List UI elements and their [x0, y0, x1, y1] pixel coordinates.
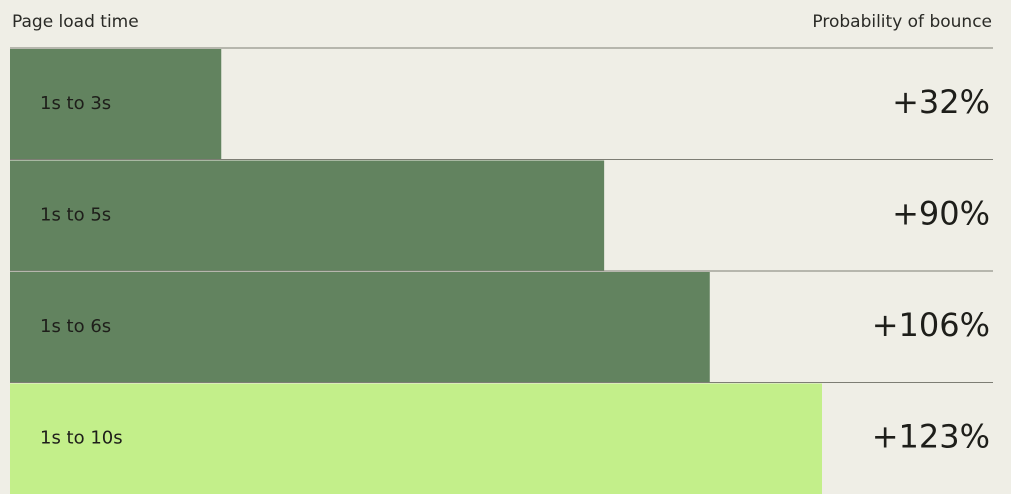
value-label: +123% [872, 417, 990, 455]
category-label: 1s to 6s [40, 316, 111, 337]
value-label: +32% [892, 83, 990, 121]
value-header: Probability of bounce [812, 12, 992, 32]
category-label: 1s to 3s [40, 93, 111, 114]
bar [10, 272, 710, 383]
bar [10, 49, 222, 160]
bar [10, 383, 822, 494]
category-label: 1s to 10s [40, 427, 123, 448]
bar [10, 160, 605, 271]
category-header: Page load time [12, 12, 139, 32]
category-label: 1s to 5s [40, 204, 111, 225]
value-label: +106% [872, 306, 990, 344]
value-label: +90% [892, 194, 990, 232]
